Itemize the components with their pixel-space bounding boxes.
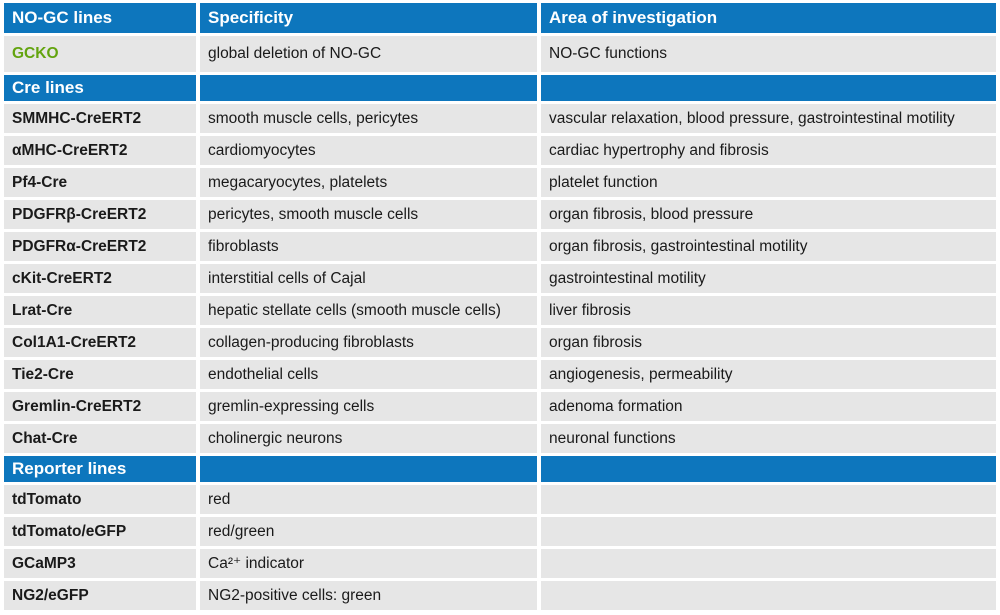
area-cell: adenoma formation <box>541 392 996 421</box>
table-row: tdTomato/eGFP red/green <box>4 517 996 546</box>
column-header-no-gc-lines: NO-GC lines <box>4 3 196 33</box>
table-row: SMMHC-CreERT2 smooth muscle cells, peric… <box>4 104 996 133</box>
area-cell <box>541 581 996 610</box>
line-name-cell: cKit-CreERT2 <box>4 264 196 293</box>
section-spacer-cell-2 <box>541 456 996 482</box>
table-row: αMHC-CreERT2 cardiomyocytes cardiac hype… <box>4 136 996 165</box>
line-name-cell: GCKO <box>4 36 196 72</box>
specificity-cell: red/green <box>200 517 537 546</box>
area-cell: organ fibrosis, blood pressure <box>541 200 996 229</box>
specificity-cell: interstitial cells of Cajal <box>200 264 537 293</box>
area-cell: gastrointestinal motility <box>541 264 996 293</box>
table-row: Pf4-Cre megacaryocytes, platelets platel… <box>4 168 996 197</box>
line-name-cell: Gremlin-CreERT2 <box>4 392 196 421</box>
line-name-cell: Tie2-Cre <box>4 360 196 389</box>
area-cell: liver fibrosis <box>541 296 996 325</box>
line-name-cell: Pf4-Cre <box>4 168 196 197</box>
area-cell: angiogenesis, permeability <box>541 360 996 389</box>
line-name-cell: Col1A1-CreERT2 <box>4 328 196 357</box>
area-cell: platelet function <box>541 168 996 197</box>
specificity-cell: cardiomyocytes <box>200 136 537 165</box>
specificity-cell: Ca²⁺ indicator <box>200 549 537 578</box>
specificity-cell: cholinergic neurons <box>200 424 537 453</box>
section-spacer-cell-1 <box>200 456 537 482</box>
line-name-cell: PDGFRβ-CreERT2 <box>4 200 196 229</box>
area-cell: organ fibrosis <box>541 328 996 357</box>
table-row: PDGFRα-CreERT2 fibroblasts organ fibrosi… <box>4 232 996 261</box>
specificity-cell: smooth muscle cells, pericytes <box>200 104 537 133</box>
column-header-specificity: Specificity <box>200 3 537 33</box>
specificity-cell: gremlin-expressing cells <box>200 392 537 421</box>
section-header-row: Cre lines <box>4 75 996 101</box>
line-name-cell: Lrat-Cre <box>4 296 196 325</box>
area-cell <box>541 517 996 546</box>
area-cell: vascular relaxation, blood pressure, gas… <box>541 104 996 133</box>
section-title-cell: Reporter lines <box>4 456 196 482</box>
specificity-cell: NG2-positive cells: green <box>200 581 537 610</box>
line-name-cell: tdTomato <box>4 485 196 514</box>
line-name-cell: NG2/eGFP <box>4 581 196 610</box>
table-row: GCaMP3 Ca²⁺ indicator <box>4 549 996 578</box>
specificity-cell: endothelial cells <box>200 360 537 389</box>
specificity-cell: red <box>200 485 537 514</box>
table-row: Chat-Cre cholinergic neurons neuronal fu… <box>4 424 996 453</box>
section-title-cell: Cre lines <box>4 75 196 101</box>
section-spacer-cell-2 <box>541 75 996 101</box>
table-header-row: NO-GC lines Specificity Area of investig… <box>4 3 996 33</box>
section-header-row: Reporter lines <box>4 456 996 482</box>
specificity-cell: megacaryocytes, platelets <box>200 168 537 197</box>
area-cell <box>541 549 996 578</box>
specificity-cell: hepatic stellate cells (smooth muscle ce… <box>200 296 537 325</box>
line-name-cell: tdTomato/eGFP <box>4 517 196 546</box>
area-cell: cardiac hypertrophy and fibrosis <box>541 136 996 165</box>
column-header-area-of-investigation: Area of investigation <box>541 3 996 33</box>
line-name-cell: αMHC-CreERT2 <box>4 136 196 165</box>
table-row: cKit-CreERT2 interstitial cells of Cajal… <box>4 264 996 293</box>
area-cell: neuronal functions <box>541 424 996 453</box>
table-row: PDGFRβ-CreERT2 pericytes, smooth muscle … <box>4 200 996 229</box>
table-row: Lrat-Cre hepatic stellate cells (smooth … <box>4 296 996 325</box>
area-cell <box>541 485 996 514</box>
table-row: Tie2-Cre endothelial cells angiogenesis,… <box>4 360 996 389</box>
table-row: NG2/eGFP NG2-positive cells: green <box>4 581 996 610</box>
line-name-cell: PDGFRα-CreERT2 <box>4 232 196 261</box>
specificity-cell: pericytes, smooth muscle cells <box>200 200 537 229</box>
table-row: Gremlin-CreERT2 gremlin-expressing cells… <box>4 392 996 421</box>
area-cell: NO-GC functions <box>541 36 996 72</box>
area-cell: organ fibrosis, gastrointestinal motilit… <box>541 232 996 261</box>
table-body: GCKO global deletion of NO-GC NO-GC func… <box>4 36 996 610</box>
line-name-cell: Chat-Cre <box>4 424 196 453</box>
specificity-cell: global deletion of NO-GC <box>200 36 537 72</box>
line-name-cell: GCaMP3 <box>4 549 196 578</box>
specificity-cell: fibroblasts <box>200 232 537 261</box>
section-spacer-cell-1 <box>200 75 537 101</box>
table-row: GCKO global deletion of NO-GC NO-GC func… <box>4 36 996 72</box>
table-row: tdTomato red <box>4 485 996 514</box>
specificity-cell: collagen-producing fibroblasts <box>200 328 537 357</box>
line-name-cell: SMMHC-CreERT2 <box>4 104 196 133</box>
table-row: Col1A1-CreERT2 collagen-producing fibrob… <box>4 328 996 357</box>
